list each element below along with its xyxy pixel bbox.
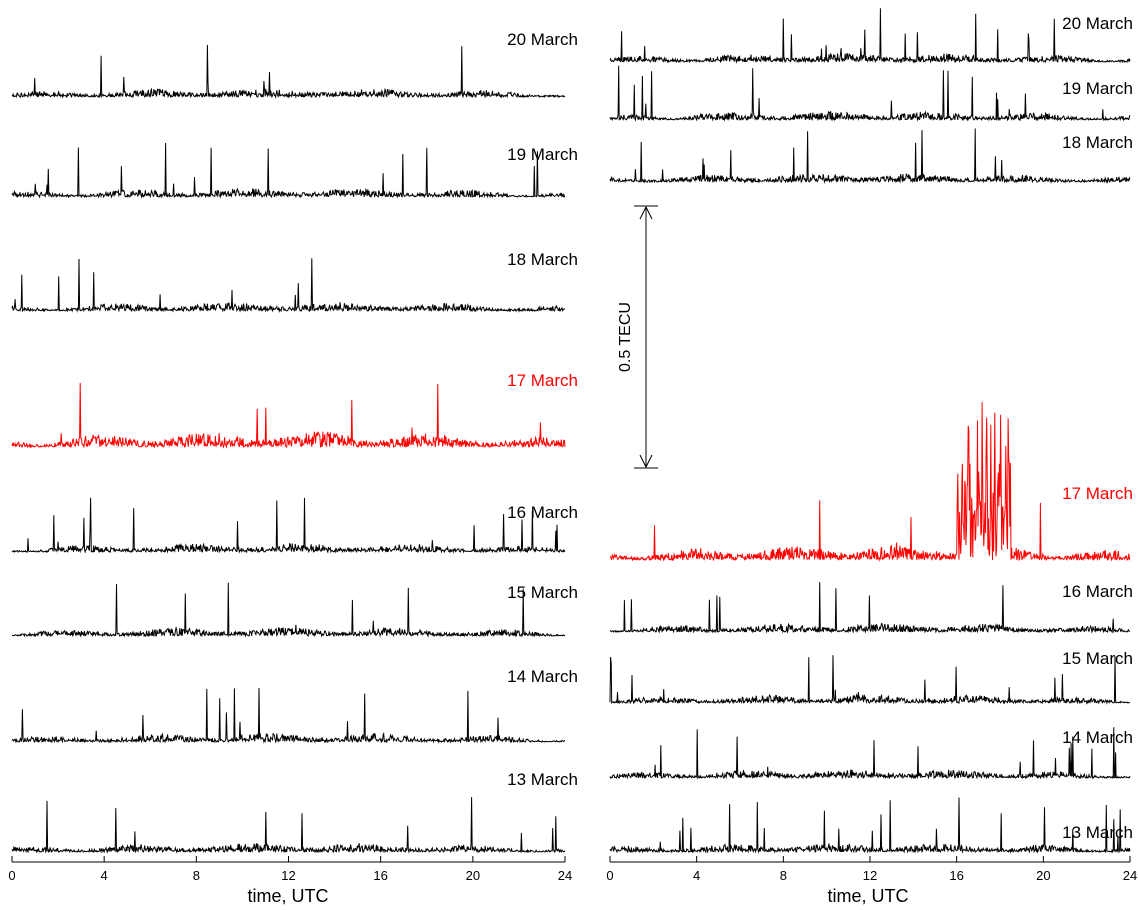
- series-label: 14 March: [507, 667, 578, 686]
- left-traces: [11, 44, 566, 854]
- trace-18-march: [11, 258, 566, 313]
- scale-bar: 0.5 TECU: [617, 205, 658, 469]
- x-tick-label: 12: [863, 868, 877, 883]
- trace-14-march: [11, 687, 566, 744]
- left-panel: 20 March 19 March 18 March 17 March 16 March…: [8, 30, 578, 906]
- series-label: 13 March: [507, 770, 578, 789]
- scale-bar-bottom-arrow: [639, 454, 653, 469]
- scale-bar-top-arrow: [639, 205, 653, 220]
- series-label: 15 March: [507, 583, 578, 602]
- x-tick-label: 0: [8, 868, 15, 883]
- scale-bar-label: 0.5 TECU: [617, 302, 634, 372]
- x-tick-label: 12: [281, 868, 295, 883]
- x-tick-label: 16: [949, 868, 963, 883]
- series-label: 18 March: [507, 250, 578, 269]
- trace-15-march: [11, 582, 566, 638]
- x-tick-label: 20: [1036, 868, 1050, 883]
- series-label: 17 March: [1062, 484, 1133, 503]
- trace-13-march: [11, 797, 566, 854]
- series-label: 18 March: [1062, 133, 1133, 152]
- trace-16-march: [609, 582, 1131, 634]
- left-x-axis-title: time, UTC: [248, 886, 329, 906]
- series-label: 16 March: [1062, 582, 1133, 601]
- trace-19-march: [11, 142, 566, 199]
- left-x-ticks: 0 4 8 12 16 20 24: [8, 856, 572, 883]
- series-label: 15 March: [1062, 649, 1133, 668]
- trace-18-march: [609, 128, 1131, 184]
- x-tick-label: 0: [606, 868, 613, 883]
- trace-15-march: [609, 655, 1131, 705]
- trace-14-march: [609, 727, 1131, 780]
- x-tick-label: 4: [693, 868, 700, 883]
- right-panel: 20 March 19 March 18 March 17 March 16 March…: [606, 8, 1137, 906]
- right-day-labels: 20 March 19 March 18 March 17 March 16 March…: [1062, 14, 1133, 842]
- trace-19-march: [609, 65, 1131, 122]
- trace-20-march: [11, 44, 566, 99]
- x-tick-label: 20: [466, 868, 480, 883]
- trace-16-march: [11, 497, 566, 554]
- series-label: 16 March: [507, 503, 578, 522]
- series-label: 13 March: [1062, 823, 1133, 842]
- series-label: 17 March: [507, 371, 578, 390]
- left-day-labels: 20 March 19 March 18 March 17 March 16 March…: [507, 30, 578, 789]
- x-tick-label: 24: [1123, 868, 1137, 883]
- trace-17-march: [11, 382, 566, 449]
- trace-13-march: [609, 797, 1131, 854]
- right-x-ticks: 0 4 8 12 16 20 24: [606, 856, 1137, 883]
- trace-20-march: [609, 8, 1131, 64]
- x-tick-label: 8: [780, 868, 787, 883]
- right-x-axis-title: time, UTC: [828, 886, 909, 906]
- trace-17-march: [609, 402, 1131, 562]
- series-label: 14 March: [1062, 728, 1133, 747]
- series-label: 19 March: [507, 145, 578, 164]
- series-label: 20 March: [1062, 14, 1133, 33]
- x-tick-label: 4: [101, 868, 108, 883]
- right-traces: [609, 8, 1131, 854]
- x-tick-label: 24: [558, 868, 572, 883]
- series-label: 19 March: [1062, 79, 1133, 98]
- x-tick-label: 8: [193, 868, 200, 883]
- series-label: 20 March: [507, 30, 578, 49]
- x-tick-label: 16: [373, 868, 387, 883]
